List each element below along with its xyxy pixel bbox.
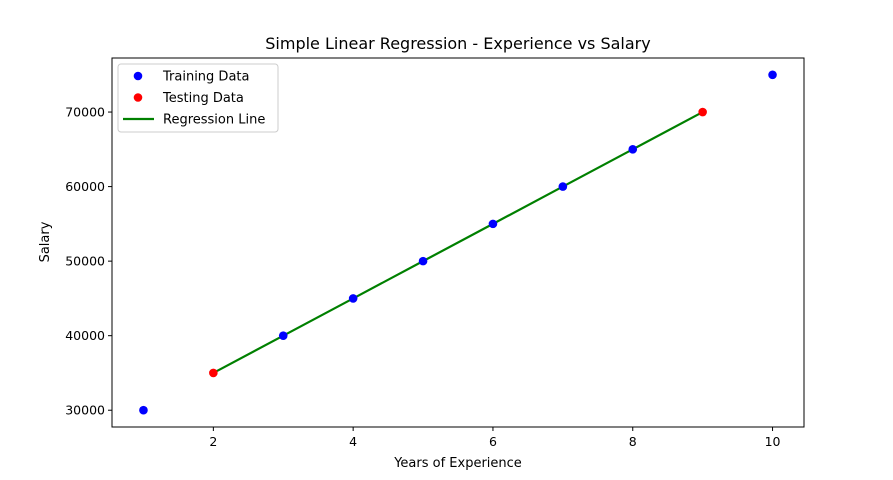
y-tick-label: 30000 [65, 403, 105, 418]
x-tick-label: 2 [209, 434, 217, 449]
y-tick-label: 60000 [65, 179, 105, 194]
x-tick-label: 4 [349, 434, 357, 449]
chart-title: Simple Linear Regression - Experience vs… [265, 34, 650, 53]
plot-area [139, 70, 777, 415]
x-tick-label: 10 [765, 434, 781, 449]
x-tick-label: 6 [489, 434, 497, 449]
legend-label: Regression Line [163, 113, 265, 128]
legend-box [117, 63, 279, 133]
testing-data-point [698, 107, 707, 117]
y-tick-label: 50000 [65, 254, 105, 269]
training-data-point [278, 331, 288, 340]
training-data-point [488, 219, 498, 229]
legend-label: Testing Data [162, 91, 244, 106]
training-data-point [348, 294, 358, 303]
training-data-point [418, 256, 428, 266]
axes-frame [111, 57, 805, 428]
y-tick-label: 40000 [65, 328, 105, 343]
legend-marker [133, 93, 143, 102]
y-tick-label: 70000 [65, 105, 105, 120]
x-tick-label: 8 [629, 434, 637, 449]
training-data-point [768, 70, 777, 80]
x-axis-label: Years of Experience [393, 456, 522, 471]
legend-marker [133, 71, 143, 81]
training-data-point [628, 145, 638, 154]
testing-data-point [209, 368, 218, 378]
legend: Training Data Testing Data Regression Line [117, 63, 279, 133]
y-axis-label: Salary [38, 221, 53, 262]
training-data-point [558, 182, 568, 191]
training-data-point [139, 405, 148, 415]
regression-line [212, 111, 704, 374]
legend-label: Training Data [162, 70, 249, 85]
